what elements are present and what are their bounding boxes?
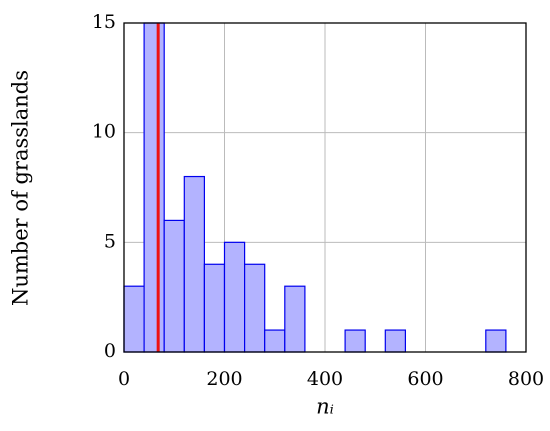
- bar: [244, 263, 266, 353]
- bar: [223, 241, 246, 353]
- y-tick-label: 10: [92, 121, 116, 143]
- y-tick-label: 15: [92, 11, 116, 33]
- x-tick-label: 0: [118, 368, 130, 390]
- x-axis-label: nᵢ: [316, 395, 334, 419]
- bar: [485, 329, 507, 353]
- x-tick-label: 800: [508, 368, 544, 390]
- bar: [183, 175, 206, 353]
- bar: [264, 329, 286, 353]
- y-tick-label: 0: [104, 340, 116, 362]
- bar: [143, 22, 165, 353]
- y-tick-label: 5: [104, 230, 116, 252]
- plot-frame: [123, 22, 527, 353]
- bar: [344, 329, 366, 353]
- x-tick-label: 600: [407, 368, 443, 390]
- x-tick-label: 200: [206, 368, 242, 390]
- bar: [163, 219, 185, 353]
- y-axis-label: Number of grasslands: [9, 70, 33, 306]
- bar: [284, 285, 306, 353]
- x-tick-label: 400: [307, 368, 343, 390]
- bar: [203, 263, 226, 353]
- bar: [384, 329, 406, 353]
- bar: [123, 285, 145, 353]
